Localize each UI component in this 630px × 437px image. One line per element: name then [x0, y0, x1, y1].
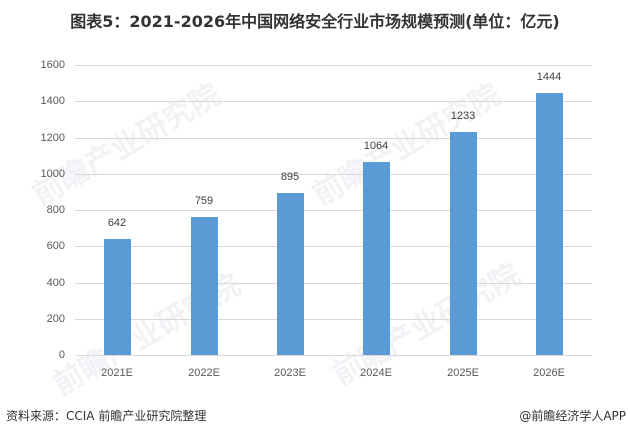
y-tick-label: 200 — [46, 313, 65, 325]
data-label: 895 — [280, 170, 300, 183]
data-label: 759 — [194, 195, 214, 208]
bar-2025E — [449, 131, 477, 355]
x-tick-label: 2026E — [533, 367, 565, 379]
bar-2023E — [276, 192, 304, 355]
y-tick-label: 600 — [46, 240, 65, 252]
x-tick-label: 2024E — [360, 367, 392, 379]
bar-2021E — [103, 238, 131, 355]
y-tick-label: 400 — [46, 277, 65, 289]
chart-title: 图表5：2021-2026年中国网络安全行业市场规模预测(单位：亿元) — [70, 12, 560, 31]
x-tick-label: 2021E — [101, 367, 133, 379]
gridline — [75, 174, 592, 175]
gridline — [75, 101, 592, 102]
data-label: 1444 — [536, 71, 562, 84]
data-label: 642 — [107, 216, 127, 229]
x-tick-label: 2025E — [447, 367, 479, 379]
data-label: 1233 — [450, 109, 476, 122]
y-tick-label: 1600 — [40, 59, 65, 71]
gridline — [75, 210, 592, 211]
y-tick-label: 800 — [46, 204, 65, 216]
bar-2026E — [535, 93, 563, 355]
gridline — [75, 246, 592, 247]
gridline — [75, 319, 592, 320]
data-label: 1064 — [363, 140, 389, 153]
x-tick-label: 2022E — [188, 367, 220, 379]
credit-note: @前瞻经济学人APP — [519, 409, 626, 423]
y-tick-label: 1400 — [40, 95, 65, 107]
x-tick-label: 2023E — [274, 367, 306, 379]
gridline — [75, 138, 592, 139]
y-tick-label: 1000 — [40, 168, 65, 180]
gridline — [75, 283, 592, 284]
source-note: 资料来源：CCIA 前瞻产业研究院整理 — [6, 409, 207, 423]
bar-2022E — [190, 217, 218, 355]
y-tick-label: 1200 — [40, 132, 65, 144]
bar-2024E — [362, 162, 390, 355]
x-axis-line — [75, 355, 592, 356]
gridline — [75, 65, 592, 66]
y-tick-label: 0 — [58, 349, 65, 361]
plot-area: 0 200 400 600 800 1000 1200 1400 1600 64… — [41, 59, 592, 379]
